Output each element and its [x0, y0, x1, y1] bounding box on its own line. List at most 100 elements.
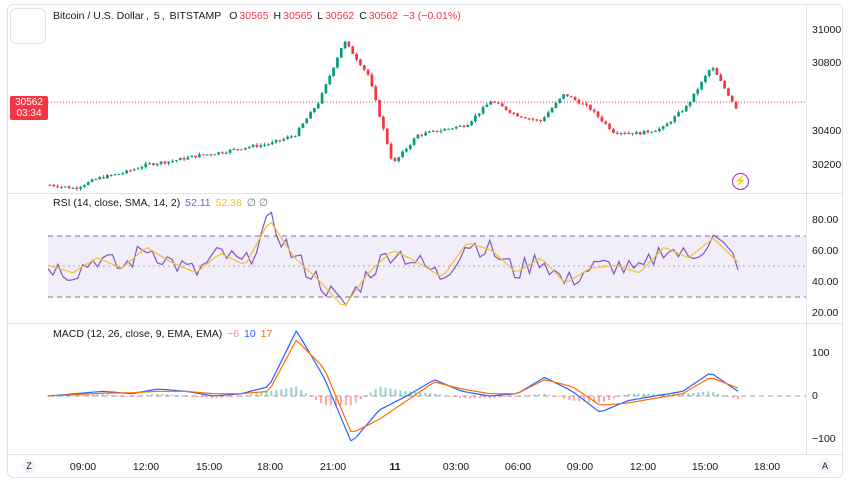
price-axis-separator	[806, 5, 807, 455]
rsi-legend[interactable]: RSI (14, close, SMA, 14, 2) 52.11 52.38 …	[53, 197, 270, 209]
macd-histogram-bar	[300, 389, 303, 396]
macd-histogram-bar	[622, 394, 625, 396]
candles-group	[48, 40, 738, 191]
macd-histogram-bar	[225, 396, 228, 398]
candle-body	[247, 146, 251, 148]
macd-signal-line	[47, 339, 739, 433]
candle-body	[508, 110, 512, 113]
candle-body	[274, 140, 278, 143]
macd-histogram-bar	[463, 396, 466, 399]
candle-body	[608, 123, 611, 130]
macd-tick: 100	[812, 347, 830, 359]
macd-histogram-bar	[101, 394, 104, 396]
pane-separator-rsi[interactable]	[8, 193, 842, 194]
macd-histogram-bar	[171, 394, 174, 396]
macd-histogram-bar	[543, 393, 546, 396]
candle-body	[650, 131, 654, 133]
candle-body	[102, 176, 105, 179]
macd-histogram-bar	[295, 386, 298, 396]
candle-body	[286, 136, 289, 139]
candle-body	[462, 125, 466, 127]
macd-signal-value: 17	[260, 328, 273, 340]
macd-histogram-bar	[588, 396, 591, 403]
macd-histogram-bar	[493, 396, 496, 398]
macd-histogram-bar	[498, 396, 501, 398]
candle-body	[79, 186, 82, 189]
candle-body	[336, 57, 339, 68]
macd-histogram-bar	[146, 394, 149, 396]
candle-body	[543, 117, 546, 121]
candle-body	[711, 68, 715, 71]
macd-legend[interactable]: MACD (12, 26, close, 9, EMA, EMA) −6 10 …	[53, 328, 274, 340]
macd-histogram-bar	[607, 396, 610, 400]
macd-histogram-bar	[106, 394, 109, 396]
candle-body	[642, 130, 646, 135]
macd-histogram-bar	[344, 396, 347, 406]
candle-body	[129, 170, 132, 172]
macd-histogram-bar	[682, 393, 685, 396]
macd-histogram-bar	[141, 395, 144, 397]
macd-histogram-bar	[111, 395, 114, 397]
candle-body	[132, 169, 136, 171]
candle-body	[320, 93, 324, 104]
candle-body	[136, 168, 140, 170]
candle-body	[259, 145, 263, 147]
time-tick: 15:00	[691, 461, 719, 473]
current-price-label: 30562 03:34	[10, 96, 48, 120]
rsi-tick: 60.00	[812, 245, 839, 257]
auto-scale-button[interactable]: A	[818, 459, 832, 473]
candle-body	[63, 186, 67, 188]
symbol-legend[interactable]: Bitcoin / U.S. Dollar, 5, BITSTAMP O 3056…	[53, 10, 461, 22]
candle-body	[343, 41, 347, 49]
macd-histogram-bar	[727, 396, 730, 397]
candle-body	[198, 154, 201, 158]
candle-body	[163, 161, 167, 164]
symbol-logo[interactable]	[10, 8, 46, 44]
candle-body	[619, 133, 623, 135]
candle-body	[520, 116, 523, 118]
candle-body	[684, 105, 688, 112]
macd-histogram-bar	[513, 396, 516, 397]
macd-histogram-bar	[508, 396, 511, 397]
candle-body	[382, 116, 385, 129]
candle-body	[673, 116, 677, 122]
time-tick: 18:00	[256, 461, 284, 473]
zoom-button[interactable]: Z	[22, 459, 36, 473]
candle-body	[481, 107, 485, 114]
candle-body	[301, 123, 305, 128]
candle-body	[125, 170, 128, 174]
candle-body	[615, 132, 619, 134]
candle-body	[374, 86, 378, 101]
candle-body	[401, 151, 404, 158]
candle-body	[734, 101, 738, 109]
candle-body	[186, 157, 190, 160]
macd-histogram-bar	[354, 396, 357, 403]
lightning-icon[interactable]: ⚡	[732, 173, 749, 190]
macd-histogram-bar	[558, 396, 561, 398]
candle-body	[60, 186, 63, 188]
candle-body	[688, 101, 692, 106]
time-axis-separator	[8, 454, 842, 455]
candle-body	[405, 148, 408, 152]
candle-body	[171, 160, 174, 162]
macd-histogram-bar	[190, 396, 193, 397]
candle-body	[236, 149, 240, 151]
candle-body	[347, 41, 351, 47]
open-value: 30565	[239, 10, 269, 22]
candle-body	[155, 163, 159, 165]
price-tick: 30800	[812, 57, 842, 69]
candle-body	[500, 103, 504, 107]
candle-body	[48, 184, 52, 186]
pane-separator-macd[interactable]	[8, 323, 842, 324]
change-value: −3 (−0.01%)	[402, 10, 461, 22]
macd-histogram-bar	[151, 394, 154, 396]
candle-body	[355, 53, 358, 60]
close-value: 30562	[368, 10, 398, 22]
macd-histogram-bar	[702, 391, 705, 396]
candle-body	[221, 152, 224, 154]
candle-body	[554, 102, 558, 108]
candle-body	[558, 98, 562, 103]
candle-body	[332, 67, 335, 76]
candle-body	[443, 129, 447, 131]
